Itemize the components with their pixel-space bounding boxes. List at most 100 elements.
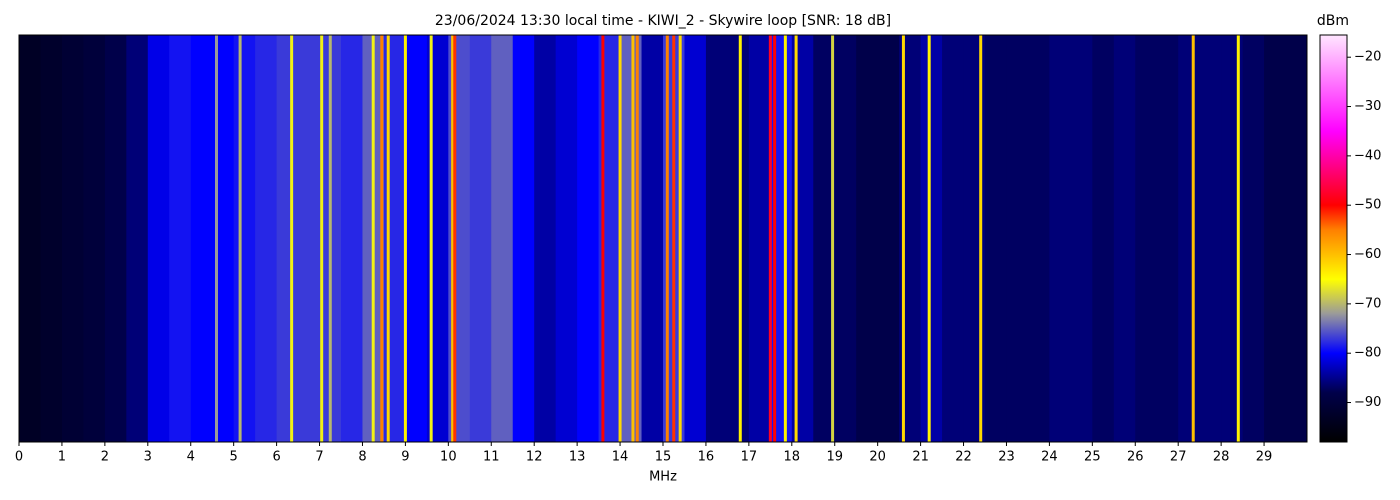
x-tick-label: 10 [440,450,457,465]
heat-cell [942,35,965,442]
signal-line [451,35,455,442]
heat-cell [1006,35,1029,442]
x-tick-label: 29 [1256,450,1273,465]
heat-cell [985,35,1007,442]
x-tick-label: 27 [1170,450,1187,465]
heat-cell [1285,35,1308,442]
x-tick-label: 16 [698,450,715,465]
heat-cell [920,35,943,442]
heat-cell [104,35,127,442]
heat-cell [555,35,578,442]
signal-line [768,35,772,442]
x-tick-label: 3 [144,450,152,465]
heat-cell [19,35,41,442]
colorbar-tick-label: −60 [1354,247,1381,262]
heat-cell [748,35,771,442]
heat-cell [1264,35,1287,442]
signal-line [403,35,407,442]
heat-cell [834,35,857,442]
x-tick-label: 26 [1127,450,1144,465]
signal-line [328,35,332,442]
heat-cell [727,35,750,442]
heat-cell [641,35,664,442]
x-tick-label: 6 [272,450,280,465]
colorbar-tick-label: −40 [1354,148,1381,163]
heat-cell [1113,35,1136,442]
heat-cell [856,35,879,442]
x-tick-label: 7 [315,450,323,465]
signal-line [979,35,983,442]
heat-cell [169,35,192,442]
signal-line [371,35,375,442]
x-tick-label: 1 [58,450,66,465]
heat-cell [298,35,321,442]
x-tick-label: 11 [483,450,500,465]
heat-cell [813,35,836,442]
heat-cell [405,35,428,442]
heat-cell [534,35,557,442]
colorbar [1319,34,1348,443]
x-tick-label: 18 [784,450,801,465]
signal-line [601,35,605,442]
colorbar-tick-label: −90 [1354,395,1381,410]
signal-line [238,35,242,442]
signal-line [214,35,218,442]
signal-line [1191,35,1195,442]
x-tick-label: 24 [1041,450,1058,465]
x-tick-label: 14 [612,450,629,465]
colorbar-tick-label: −50 [1354,198,1381,213]
x-tick-label: 19 [826,450,843,465]
x-tick-label: 22 [955,450,972,465]
heat-cell [61,35,84,442]
heat-cell [147,35,170,442]
heat-cell [1049,35,1072,442]
heat-cell [190,35,213,442]
chart-title: 23/06/2024 13:30 local time - KIWI_2 - S… [435,13,891,29]
x-tick-label: 2 [101,450,109,465]
signal-line [678,35,682,442]
x-tick-label: 21 [912,450,929,465]
heat-cell [684,35,707,442]
signal-line [773,35,777,442]
heat-cell [469,35,492,442]
heat-cell [1242,35,1265,442]
signal-line [386,35,390,442]
heat-cell [1178,35,1201,442]
heat-cell [1092,35,1115,442]
colorbar-tick-label: −30 [1354,99,1381,114]
signal-line [320,35,324,442]
x-tick-label: 4 [187,450,195,465]
signal-line [901,35,905,442]
signal-line [635,35,639,442]
x-tick-label: 25 [1084,450,1101,465]
heat-cell [233,35,256,442]
signal-line [783,35,787,442]
heat-cell [877,35,900,442]
heat-cell [255,35,278,442]
signal-line [665,35,669,442]
x-axis-label: MHz [649,470,677,485]
colorbar-tick-label: −70 [1354,296,1381,311]
x-tick-label: 13 [569,450,586,465]
signal-line [290,35,294,442]
signal-line [453,35,457,442]
heat-cell [1199,35,1222,442]
heat-cell [126,35,149,442]
heat-cell [705,35,728,442]
x-tick-label: 20 [869,450,886,465]
heat-cell [577,35,600,442]
signal-line [1236,35,1240,442]
heat-cell [512,35,535,442]
signal-line [631,35,635,442]
heat-cell [40,35,63,442]
heat-cell [1135,35,1158,442]
signal-line [831,35,835,442]
heat-cell [1027,35,1050,442]
colorbar-tick-label: −20 [1354,50,1381,65]
x-tick-label: 12 [526,450,543,465]
signal-line [672,35,676,442]
heat-cell [1070,35,1093,442]
x-tick-label: 15 [655,450,672,465]
colorbar-tick-label: −80 [1354,346,1381,361]
